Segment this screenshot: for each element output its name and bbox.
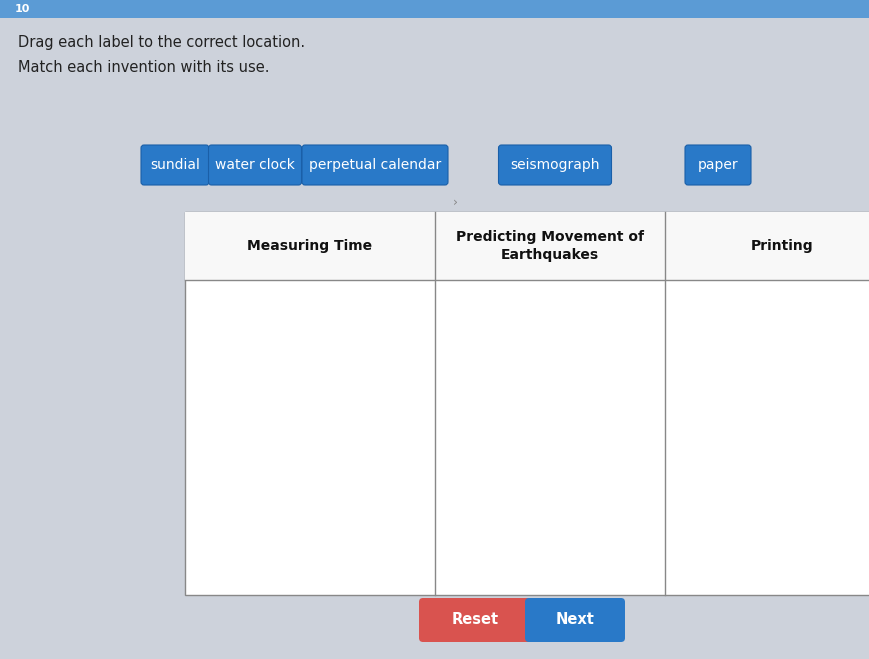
- FancyBboxPatch shape: [302, 145, 448, 185]
- Text: sundial: sundial: [149, 158, 200, 172]
- FancyBboxPatch shape: [498, 145, 611, 185]
- Text: Printing: Printing: [750, 239, 813, 253]
- Text: Measuring Time: Measuring Time: [247, 239, 372, 253]
- Text: ›: ›: [452, 196, 457, 208]
- FancyBboxPatch shape: [141, 145, 209, 185]
- FancyBboxPatch shape: [419, 598, 530, 642]
- FancyBboxPatch shape: [209, 145, 302, 185]
- FancyBboxPatch shape: [684, 145, 750, 185]
- FancyBboxPatch shape: [524, 598, 624, 642]
- Text: Predicting Movement of
Earthquakes: Predicting Movement of Earthquakes: [455, 231, 643, 262]
- Text: water clock: water clock: [215, 158, 295, 172]
- Text: paper: paper: [697, 158, 738, 172]
- Text: Next: Next: [555, 612, 594, 627]
- Text: Reset: Reset: [451, 612, 498, 627]
- Text: Drag each label to the correct location.: Drag each label to the correct location.: [18, 34, 305, 49]
- FancyBboxPatch shape: [0, 0, 869, 18]
- Text: 10: 10: [15, 4, 30, 14]
- FancyBboxPatch shape: [185, 212, 869, 595]
- Text: Match each invention with its use.: Match each invention with its use.: [18, 61, 269, 76]
- Text: seismograph: seismograph: [509, 158, 599, 172]
- FancyBboxPatch shape: [185, 212, 869, 280]
- Text: perpetual calendar: perpetual calendar: [308, 158, 441, 172]
